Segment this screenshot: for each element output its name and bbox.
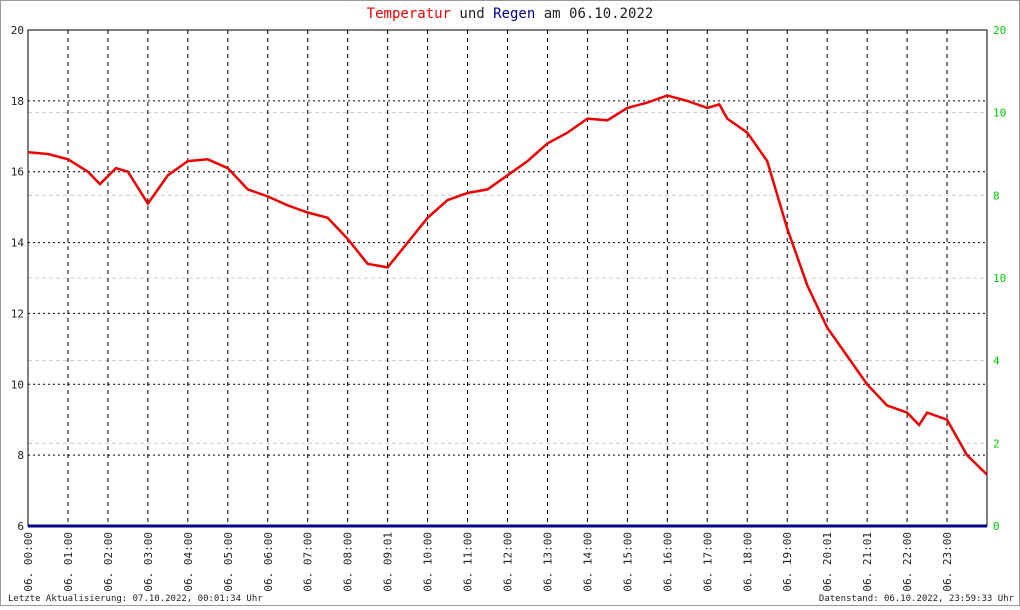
- x-tick-label: 06. 23:00: [941, 532, 954, 592]
- y-tick-label: 16: [11, 166, 24, 179]
- x-tick-label: 06. 09:01: [382, 532, 395, 592]
- x-tick-label: 06. 00:00: [22, 532, 35, 592]
- title-part: und: [459, 6, 484, 22]
- y2-tick-label: 4: [993, 355, 1000, 368]
- x-tick-label: 06. 06:00: [262, 532, 275, 592]
- chart-title: Temperatur und Regen am 06.10.2022: [367, 6, 654, 22]
- title-part: am 06.10.2022: [544, 6, 654, 22]
- line-temperatur: [27, 94, 988, 476]
- x-tick-label: 06. 14:00: [581, 532, 594, 592]
- x-tick-label: 06. 21:01: [861, 532, 874, 592]
- x-tick-label: 06. 15:00: [621, 532, 634, 592]
- x-tick-label: 06. 18:00: [741, 532, 754, 592]
- y-tick-label: 20: [11, 24, 24, 37]
- x-tick-label: 06. 03:00: [142, 532, 155, 592]
- x-tick-label: 06. 13:00: [541, 532, 554, 592]
- title-part: Regen: [493, 6, 535, 22]
- title-part: Temperatur: [367, 6, 451, 22]
- x-tick-label: 06. 04:00: [182, 532, 195, 592]
- y-tick-label: 18: [11, 95, 24, 108]
- footer-right: Datenstand: 06.10.2022, 23:59:33 Uhr: [819, 594, 1015, 604]
- y2-tick-label: 20: [993, 24, 1006, 37]
- x-tick-label: 06. 08:00: [342, 532, 355, 592]
- y-tick-label: 14: [11, 237, 25, 250]
- x-tick-label: 06. 05:00: [222, 532, 235, 592]
- y2-tick-label: 0: [993, 520, 1000, 533]
- y-tick-label: 6: [17, 520, 24, 533]
- x-tick-label: 06. 17:00: [701, 532, 714, 592]
- y-tick-label: 12: [11, 307, 24, 320]
- y-tick-label: 10: [11, 378, 24, 391]
- x-tick-label: 06. 02:00: [102, 532, 115, 592]
- y-tick-label: 8: [17, 449, 24, 462]
- y2-tick-label: 8: [993, 189, 1000, 202]
- x-tick-label: 06. 22:00: [901, 532, 914, 592]
- x-tick-label: 06. 19:00: [781, 532, 794, 592]
- x-tick-label: 06. 12:00: [502, 532, 515, 592]
- y2-tick-label: 10: [993, 272, 1006, 285]
- y2-tick-label: 2: [993, 437, 1000, 450]
- x-tick-label: 06. 10:00: [422, 532, 435, 592]
- y2-tick-label: 10: [993, 107, 1006, 120]
- x-tick-label: 06. 11:00: [462, 532, 475, 592]
- footer-left: Letzte Aktualisierung: 07.10.2022, 00:01…: [8, 594, 263, 604]
- x-tick-label: 06. 07:00: [302, 532, 315, 592]
- x-tick-label: 06. 16:00: [661, 532, 674, 592]
- x-tick-label: 06. 01:00: [62, 532, 75, 592]
- x-tick-label: 06. 20:01: [821, 532, 834, 592]
